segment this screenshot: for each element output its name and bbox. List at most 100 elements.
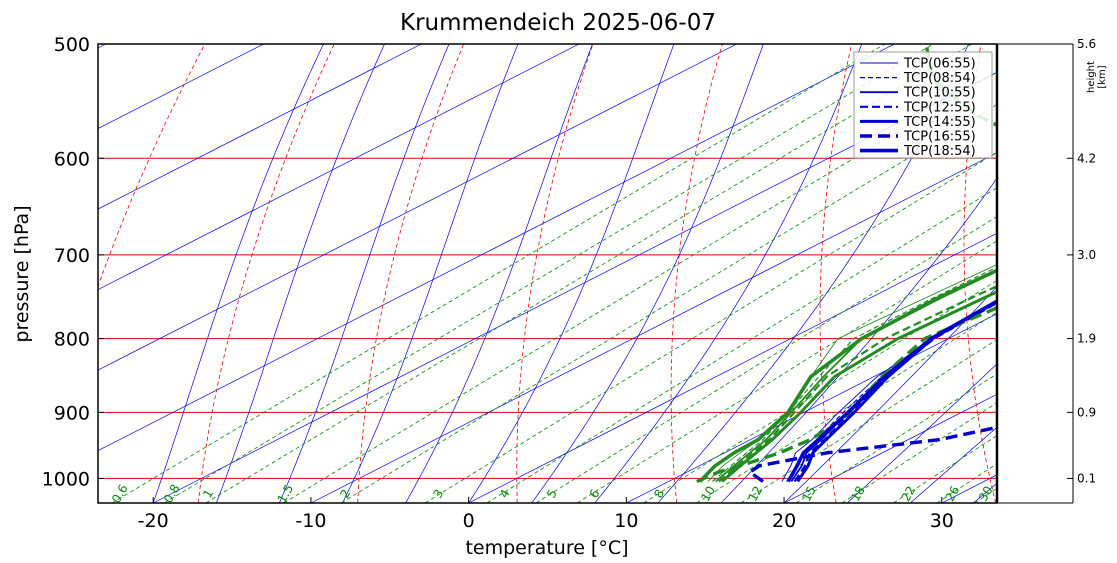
background-grid xyxy=(98,44,1117,503)
y-tick-label: 800 xyxy=(54,329,90,351)
height-axis-label-line: height xyxy=(1086,61,1097,93)
mixing-ratio-label: 18 xyxy=(848,484,868,504)
moist-adiabat-line xyxy=(279,44,450,503)
mixing-ratio-label: 10 xyxy=(698,484,718,504)
isotherm-line xyxy=(626,313,997,503)
dewpoint-line-0 xyxy=(707,264,997,482)
isotherm-line xyxy=(468,232,997,503)
x-tick-label: -20 xyxy=(138,510,169,532)
isotherm-line xyxy=(98,44,264,129)
mixing-ratio-label: 1.5 xyxy=(275,482,297,506)
mixing-ratio-label: 12 xyxy=(746,484,766,504)
dewpoint-line-5 xyxy=(696,44,997,484)
mixing-ratio-label: 6 xyxy=(587,487,603,501)
mixing-ratio-labels: 0.6 0.8 1 1.5 2 3 4 5 6 8 10 12 15 18 22 26 30 xyxy=(109,482,996,506)
mixing-ratio-label: 0.6 xyxy=(109,482,131,506)
moist-adiabat-line xyxy=(846,363,997,503)
mixing-ratio-line xyxy=(340,103,997,503)
mixing-ratio-label: 2 xyxy=(337,487,353,501)
legend-entry: TCP(10:55) xyxy=(903,86,976,101)
mixing-ratio-label: 26 xyxy=(943,484,963,504)
x-tick-label: 20 xyxy=(772,510,796,532)
moist-adiabat-line xyxy=(342,44,519,503)
mixing-ratio-line xyxy=(164,44,934,503)
mixing-ratio-label: 5 xyxy=(544,487,560,501)
dry-adiabat-line xyxy=(98,44,206,288)
x-axis-label: temperature [°C] xyxy=(465,537,628,559)
profile-series xyxy=(696,44,997,484)
legend-entry: TCP(12:55) xyxy=(903,100,976,115)
moist-adiabat-line xyxy=(152,44,324,503)
mixing-ratio-label: 8 xyxy=(651,487,667,501)
mixing-ratio-line xyxy=(696,311,997,503)
moist-adiabat-line xyxy=(973,482,997,503)
x-tick-label: -10 xyxy=(295,510,326,532)
moist-adiabat-line xyxy=(405,44,593,503)
dry-adiabat-line xyxy=(819,44,852,503)
x-tick-label: 10 xyxy=(614,510,638,532)
height-tick-label: 0.9 xyxy=(1077,405,1096,419)
height-tick-label: 5.6 xyxy=(1077,37,1096,51)
dry-adiabat-line xyxy=(357,44,464,503)
mixing-ratio-line xyxy=(535,216,997,503)
dewpoint-line-3 xyxy=(718,284,997,483)
moist-adiabat-line xyxy=(468,44,675,503)
y-tick-label: 1000 xyxy=(42,468,90,490)
legend-entry: TCP(14:55) xyxy=(903,115,976,130)
dry-adiabat-line xyxy=(670,44,723,503)
legend: TCP(06:55)TCP(08:54)TCP(10:55)TCP(12:55)… xyxy=(853,51,993,159)
height-tick-label: 4.2 xyxy=(1077,151,1096,165)
mixing-ratio-label: 22 xyxy=(899,484,919,504)
legend-entry: TCP(16:55) xyxy=(903,130,976,145)
moist-adiabat-line xyxy=(910,426,997,503)
isotherm-line xyxy=(98,44,737,371)
mixing-ratio-label: 0.8 xyxy=(161,482,183,506)
mixing-ratio-line xyxy=(576,240,997,503)
moist-adiabat-line xyxy=(531,44,764,503)
chart-title: Krummendeich 2025-06-07 xyxy=(400,10,716,36)
mixing-ratio-line xyxy=(424,151,997,503)
isotherm-line xyxy=(310,152,997,503)
legend-entry: TCP(18:54) xyxy=(903,144,976,159)
height-axis-label: height[km] xyxy=(1086,61,1108,93)
isotherm-line xyxy=(783,393,997,503)
mixing-ratio-line xyxy=(205,44,973,503)
moist-adiabat-line xyxy=(720,177,997,503)
mixing-ratio-label: 15 xyxy=(799,484,819,504)
x-tick-label: 0 xyxy=(463,510,475,532)
height-tick-label: 1.9 xyxy=(1077,332,1096,346)
y-axis-label: pressure [hPa] xyxy=(11,205,33,342)
dry-adiabat-line xyxy=(1103,44,1117,503)
y-tick-label: 900 xyxy=(54,402,90,424)
dry-adiabat-line xyxy=(516,44,594,503)
mixing-ratio-label: 30 xyxy=(976,484,996,504)
moist-adiabat-line xyxy=(594,44,863,503)
y-tick-label: 500 xyxy=(54,34,90,56)
temperature-line-6 xyxy=(786,299,997,483)
isotherm-line xyxy=(98,44,895,452)
mixing-ratio-label: 4 xyxy=(497,487,513,501)
height-tick-label: 0.1 xyxy=(1077,471,1096,485)
mixing-ratio-line xyxy=(486,187,997,503)
dry-adiabat-line xyxy=(197,44,335,503)
y-tick-label: 600 xyxy=(54,148,90,170)
moist-adiabat-line xyxy=(215,44,385,503)
mixing-ratio-line xyxy=(643,279,997,503)
height-tick-label: 3.0 xyxy=(1077,248,1096,262)
height-axis-label-line: [km] xyxy=(1097,65,1108,88)
dewpoint-line-4 xyxy=(721,290,997,483)
isotherm-line xyxy=(98,44,580,290)
mixing-ratio-line xyxy=(740,339,997,503)
x-tick-label: 30 xyxy=(930,510,954,532)
legend-box xyxy=(853,51,993,159)
isotherm-line xyxy=(1100,44,1117,503)
moist-adiabat-line xyxy=(1036,44,1117,503)
isotherm-line xyxy=(98,44,422,210)
dewpoint-line-1 xyxy=(712,266,997,482)
mixing-ratio-line xyxy=(111,44,886,503)
legend-entry: TCP(06:55) xyxy=(903,57,976,72)
moist-adiabat-line xyxy=(1100,44,1117,503)
legend-entry: TCP(08:54) xyxy=(903,71,976,86)
